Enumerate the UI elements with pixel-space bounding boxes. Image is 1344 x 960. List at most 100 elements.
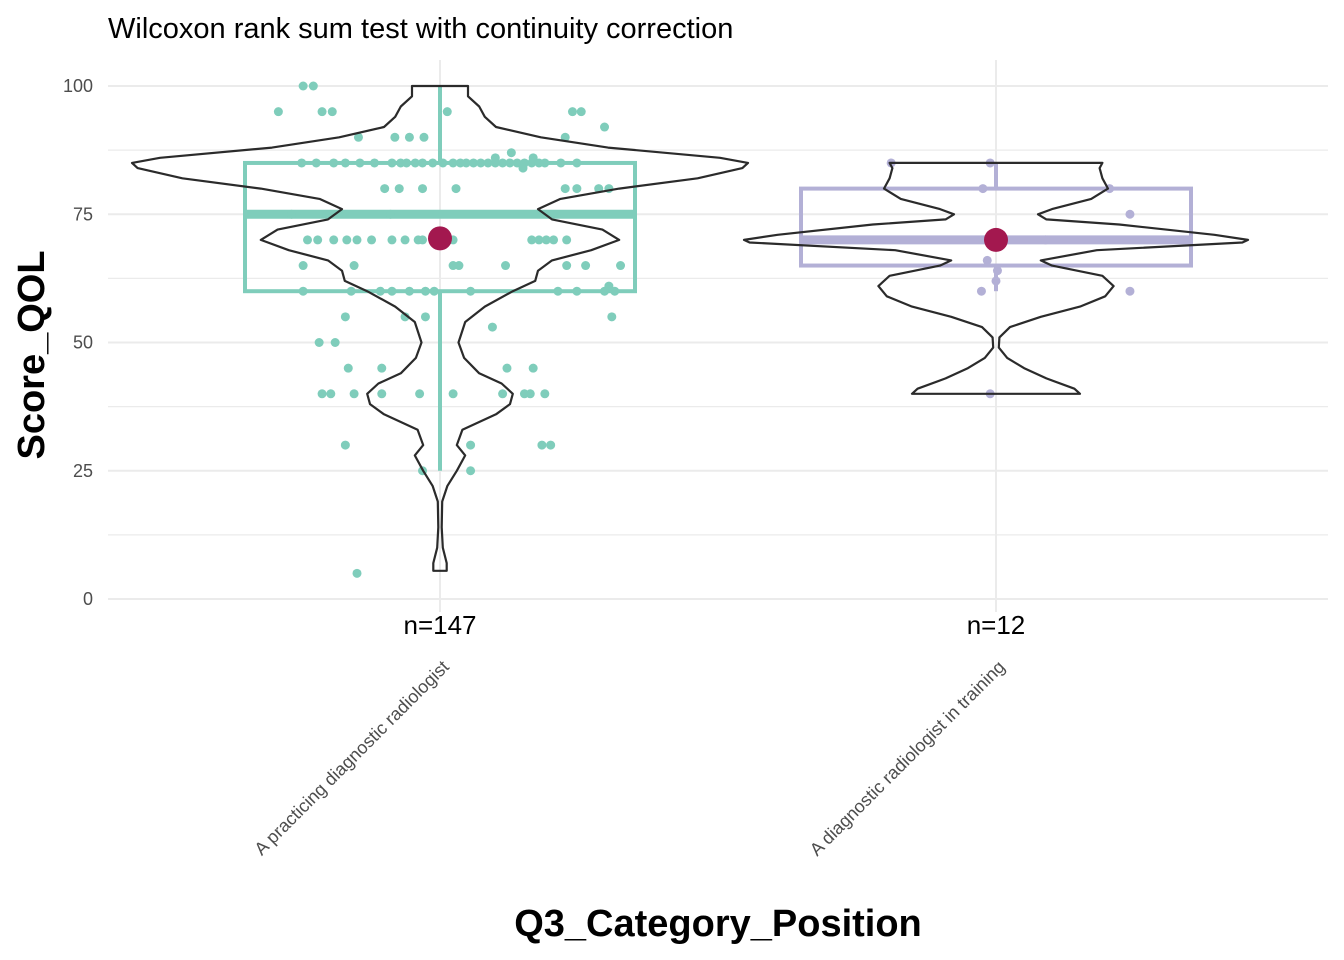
- data-point: [540, 389, 550, 399]
- data-point: [308, 81, 318, 91]
- data-point: [572, 158, 582, 168]
- data-point: [330, 338, 340, 347]
- data-point: [572, 184, 582, 194]
- data-point: [560, 184, 570, 194]
- data-point: [537, 440, 547, 450]
- data-point: [298, 286, 308, 296]
- data-point: [410, 158, 420, 168]
- data-point: [581, 261, 591, 271]
- data-point: [340, 440, 350, 450]
- x-axis-title: Q3_Category_Position: [514, 903, 922, 945]
- data-point: [326, 389, 336, 399]
- data-point: [976, 286, 986, 296]
- violin-outline: [742, 161, 1250, 395]
- data-point: [501, 261, 511, 271]
- data-point: [607, 312, 617, 322]
- data-point: [418, 235, 428, 245]
- data-point: [540, 158, 550, 168]
- data-point: [498, 389, 508, 399]
- data-point: [329, 235, 339, 245]
- data-point: [562, 261, 572, 271]
- data-point: [505, 158, 515, 168]
- n-label-training: n=12: [967, 610, 1026, 640]
- x-tick-label: A diagnostic radiologist in training: [806, 657, 1009, 860]
- data-point: [616, 261, 626, 271]
- data-point: [273, 107, 283, 117]
- data-point: [297, 158, 307, 168]
- data-point: [367, 235, 377, 245]
- data-point: [303, 235, 313, 245]
- data-point: [600, 286, 610, 296]
- n-label-practicing: n=147: [403, 610, 476, 640]
- data-point: [610, 286, 620, 296]
- data-point: [418, 184, 428, 194]
- data-point: [553, 286, 563, 296]
- data-point: [387, 158, 397, 168]
- data-point: [400, 235, 410, 245]
- x-tick-labels: A practicing diagnostic radiologist A dia…: [250, 657, 1008, 860]
- data-point: [600, 122, 610, 132]
- data-point: [534, 235, 544, 245]
- data-point: [562, 235, 572, 245]
- data-point: [992, 266, 1002, 276]
- violin-outline: [130, 84, 750, 572]
- data-point: [527, 235, 537, 245]
- data-point: [502, 363, 512, 373]
- data-point: [317, 107, 327, 117]
- data-point: [402, 158, 412, 168]
- data-point: [313, 235, 323, 245]
- y-axis-title: Score_QOL: [11, 250, 53, 459]
- data-point: [369, 158, 379, 168]
- data-point: [404, 286, 414, 296]
- data-point: [355, 158, 365, 168]
- data-point: [518, 163, 528, 173]
- data-point: [541, 235, 551, 245]
- data-point: [991, 276, 1001, 286]
- y-tick-label: 0: [83, 589, 93, 609]
- grid-lines: [108, 60, 1328, 612]
- data-point: [286, 209, 296, 219]
- mean-point: [428, 226, 452, 251]
- data-point: [448, 389, 458, 399]
- data-point: [419, 132, 429, 142]
- data-point: [1125, 286, 1135, 296]
- data-point: [387, 235, 397, 245]
- data-point: [525, 389, 535, 399]
- data-point: [498, 158, 508, 168]
- data-point: [461, 158, 471, 168]
- jitter-points: [273, 81, 1135, 578]
- data-point: [298, 81, 308, 91]
- data-point: [380, 184, 390, 194]
- data-point: [466, 466, 476, 476]
- data-point: [466, 286, 476, 296]
- y-tick-label: 75: [73, 204, 93, 224]
- data-point: [377, 363, 387, 373]
- data-point: [567, 107, 577, 117]
- data-point: [349, 389, 359, 399]
- data-point: [487, 322, 497, 332]
- data-point: [314, 338, 324, 347]
- data-point: [576, 107, 586, 117]
- data-point: [512, 158, 522, 168]
- data-point: [400, 312, 410, 322]
- data-point: [349, 261, 359, 271]
- data-point: [454, 261, 464, 271]
- data-point: [387, 286, 397, 296]
- data-point: [415, 389, 425, 399]
- y-tick-labels: 0 25 50 75 100: [63, 76, 93, 609]
- data-point: [527, 158, 537, 168]
- data-point: [468, 158, 478, 168]
- violin-layer: [130, 84, 1250, 572]
- data-point: [549, 235, 559, 245]
- y-tick-label: 50: [73, 333, 93, 353]
- data-point: [346, 286, 356, 296]
- mean-points: [428, 226, 1008, 252]
- data-point: [982, 255, 992, 265]
- box-iqr: [799, 186, 1193, 268]
- data-point: [528, 363, 538, 373]
- chart-title: Wilcoxon rank sum test with continuity c…: [108, 13, 733, 45]
- data-point: [556, 158, 566, 168]
- data-point: [429, 286, 439, 296]
- x-tick-label: A practicing diagnostic radiologist: [250, 657, 452, 859]
- data-point: [352, 235, 362, 245]
